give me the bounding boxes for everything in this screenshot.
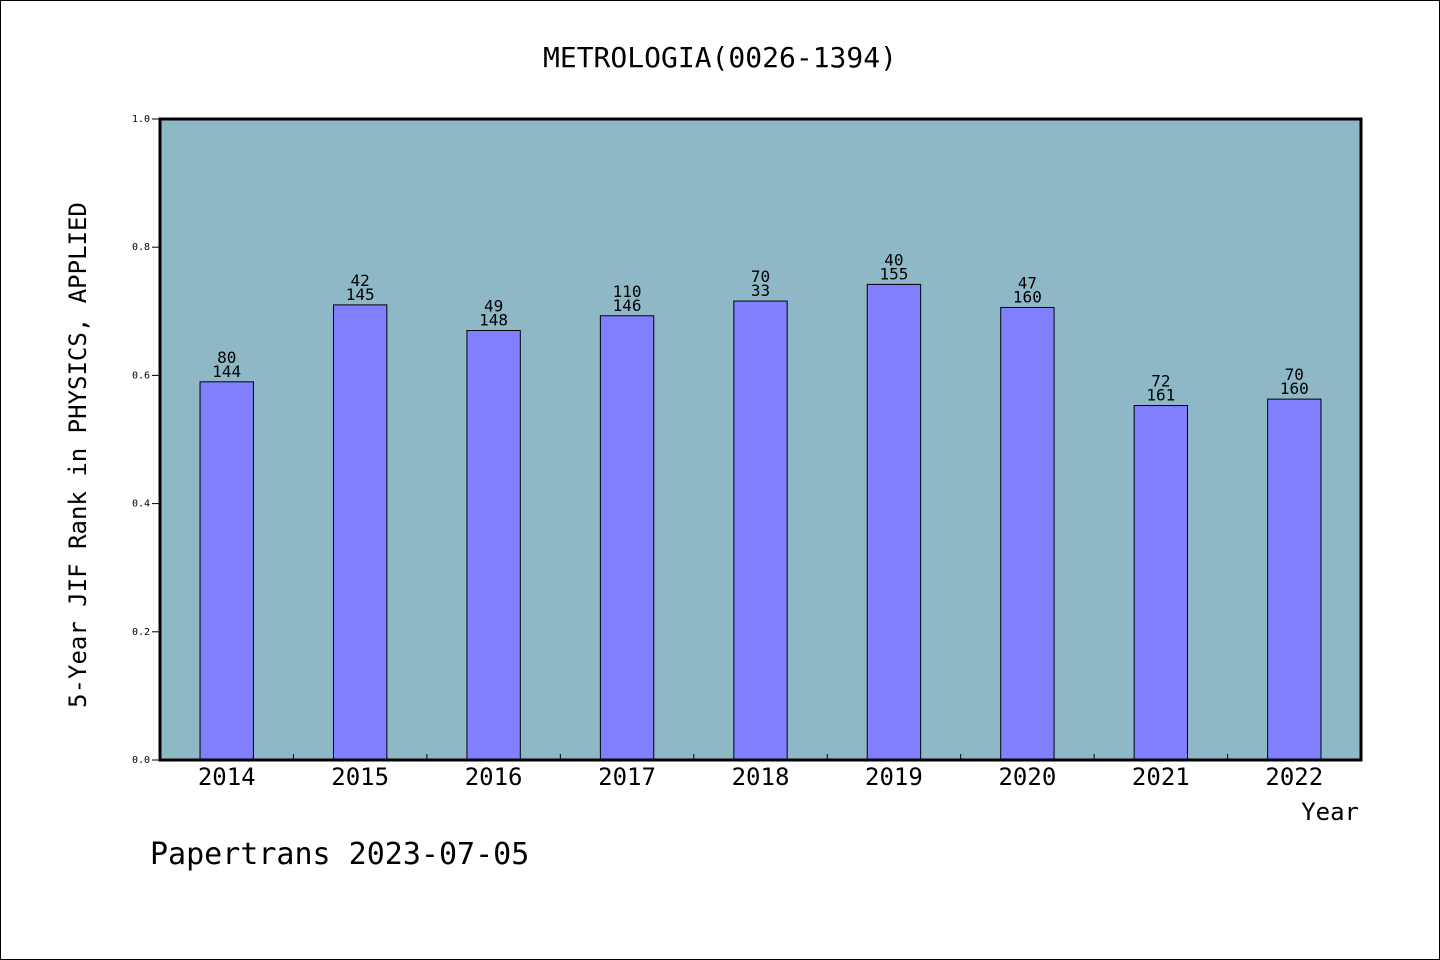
bar-label-bottom-2021: 161: [1146, 386, 1175, 405]
bars-group: [199, 283, 1322, 761]
bar-label-bottom-2020: 160: [1013, 287, 1042, 306]
bar-label-top-2016: 49: [484, 297, 503, 316]
bar-2018: [733, 300, 788, 761]
bar-label-top-2022: 70: [1285, 365, 1304, 384]
bar-label-bottom-2016: 148: [479, 311, 508, 330]
bar-label-bottom-2018: 33: [751, 281, 770, 300]
bar-label-bottom-2019: 155: [879, 264, 908, 283]
bar-2016: [466, 330, 521, 761]
x-tick-label-2022: 2022: [1265, 763, 1323, 791]
x-axis-label: Year: [1301, 798, 1359, 826]
bar-2022: [1267, 398, 1322, 761]
bar-label-top-2018: 70: [751, 267, 770, 286]
bar-2014: [199, 381, 254, 761]
bar-label-top-2015: 42: [351, 271, 370, 290]
bar-2020: [1000, 306, 1055, 761]
y-tick-label: 0.0: [132, 755, 150, 766]
x-axis: 2014 2015 2016 2017 2018 2019 2020 2021 2022: [198, 754, 1323, 791]
plot-border: [158, 117, 1363, 762]
y-tick-label: 0.4: [132, 499, 150, 510]
x-tick-label-2019: 2019: [865, 763, 923, 791]
y-axis: 0.0 0.2 0.4 0.6 0.8 1.0: [132, 114, 160, 766]
x-tick-label-2015: 2015: [331, 763, 389, 791]
bar-label-bottom-2014: 144: [212, 362, 241, 381]
y-tick-label: 0.8: [132, 242, 150, 253]
footer-text: Papertrans 2023-07-05: [150, 837, 529, 872]
bar-label-top-2017: 110: [613, 282, 642, 301]
x-tick-label-2021: 2021: [1132, 763, 1190, 791]
bar-label-top-2019: 40: [884, 250, 903, 269]
bar-label-top-2014: 80: [217, 348, 236, 367]
bar-label-bottom-2015: 145: [346, 285, 375, 304]
bar-2019: [866, 283, 922, 761]
bar-label-top-2021: 72: [1151, 372, 1170, 391]
y-tick-label: 1.0: [132, 114, 150, 125]
bar-2015: [332, 304, 388, 761]
x-tick-label-2017: 2017: [598, 763, 656, 791]
y-tick-label: 0.2: [132, 627, 150, 638]
x-tick-label-2016: 2016: [465, 763, 523, 791]
bar-label-bottom-2022: 160: [1280, 379, 1309, 398]
bar-2017: [599, 315, 655, 761]
x-tick-label-2020: 2020: [998, 763, 1056, 791]
bar-2021: [1133, 405, 1189, 761]
bar-label-bottom-2017: 146: [613, 296, 642, 315]
chart-title: METROLOGIA(0026-1394): [543, 41, 897, 74]
y-tick-label: 0.6: [132, 370, 150, 381]
x-tick-label-2018: 2018: [732, 763, 790, 791]
bar-label-top-2020: 47: [1018, 273, 1037, 292]
y-axis-label: 5-Year JIF Rank in PHYSICS, APPLIED: [64, 202, 92, 708]
x-tick-label-2014: 2014: [198, 763, 256, 791]
